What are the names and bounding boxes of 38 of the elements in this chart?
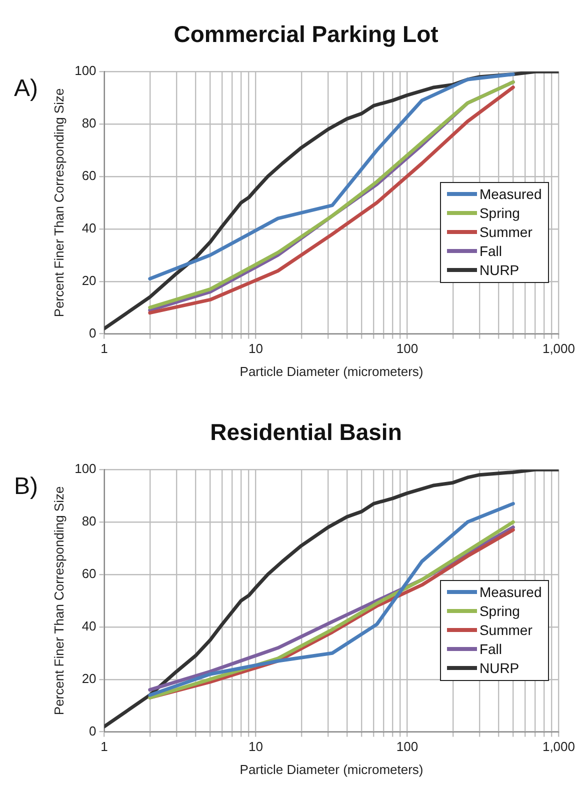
legend-label: NURP xyxy=(479,260,520,280)
chart-title: Commercial Parking Lot xyxy=(174,21,439,48)
x-axis-title: Particle Diameter (micrometers) xyxy=(240,762,424,777)
legend-label: Fall xyxy=(479,242,502,261)
x-tick-label: 100 xyxy=(396,739,418,754)
legend-label: Measured xyxy=(479,582,542,602)
chart-title: Residential Basin xyxy=(210,419,402,446)
x-tick-label: 1,000 xyxy=(542,341,576,356)
x-tick-label: 1 xyxy=(100,341,108,356)
text: B) xyxy=(14,473,38,500)
y-tick-label: 0 xyxy=(89,723,96,738)
y-tick-label: 20 xyxy=(82,670,96,686)
y-tick-label: 60 xyxy=(82,168,96,184)
x-tick-label: 1 xyxy=(100,739,108,754)
legend-label: Summer xyxy=(479,620,532,640)
legend-label: Summer xyxy=(479,222,532,242)
legend-label: Fall xyxy=(479,640,502,659)
y-tick-label: 0 xyxy=(89,325,96,340)
y-tick-label: 80 xyxy=(82,116,96,131)
legend-label: Spring xyxy=(479,602,520,621)
y-tick-label: 60 xyxy=(82,566,96,582)
x-axis-title: Particle Diameter (micrometers) xyxy=(240,364,424,379)
y-tick-label: 100 xyxy=(74,63,96,78)
legend-label: NURP xyxy=(479,658,520,678)
x-tick-label: 1,000 xyxy=(542,739,576,754)
y-tick-label: 40 xyxy=(82,220,96,236)
y-tick-label: 40 xyxy=(82,618,96,634)
y-tick-label: 20 xyxy=(82,272,96,288)
y-axis-title: Percent Finer Than Corresponding Size xyxy=(51,88,66,318)
y-axis-title: Percent Finer Than Corresponding Size xyxy=(51,486,66,716)
legend-label: Measured xyxy=(479,184,542,204)
x-tick-label: 10 xyxy=(248,341,264,356)
legend-label: Spring xyxy=(479,204,520,223)
y-tick-label: 100 xyxy=(74,461,96,476)
text: A) xyxy=(14,75,38,102)
y-tick-label: 80 xyxy=(82,514,96,529)
x-tick-label: 10 xyxy=(248,739,264,754)
x-tick-label: 100 xyxy=(396,341,418,356)
